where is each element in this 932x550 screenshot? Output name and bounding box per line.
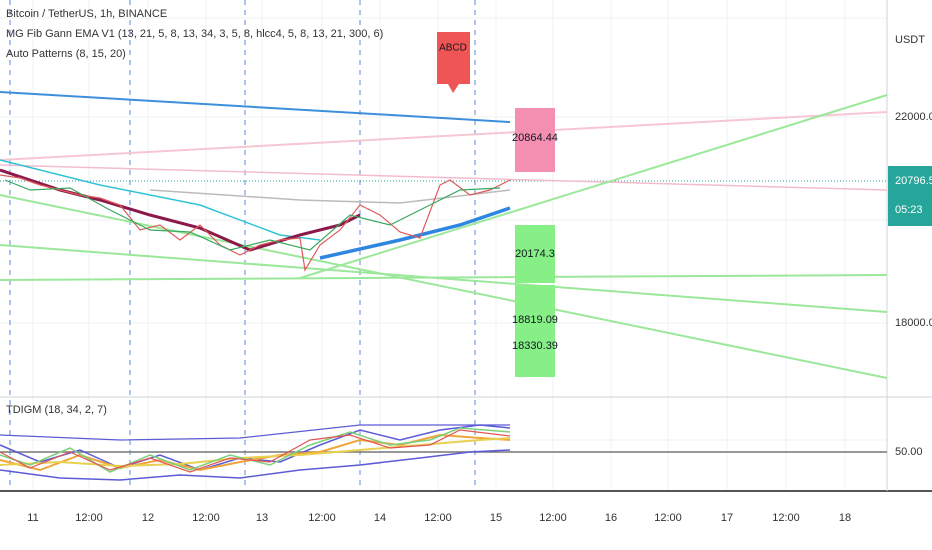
indicator-legend: Auto Patterns (8, 15, 20) xyxy=(6,48,126,60)
indicator-legend: MG Fib Gann EMA V1 (13, 21, 5, 8, 13, 34… xyxy=(6,28,383,40)
countdown: 05:23 xyxy=(895,204,923,216)
ema-line xyxy=(319,206,511,260)
time-label: 12:00 xyxy=(539,512,567,524)
pattern-label: ABCD xyxy=(439,43,467,54)
last-price: 20796.56 xyxy=(895,175,932,187)
trend-line xyxy=(299,94,888,279)
price-axis-label: 18000.00 xyxy=(895,317,932,329)
price-tag xyxy=(515,225,555,283)
trend-line xyxy=(0,274,888,281)
time-label: 15 xyxy=(490,512,502,524)
drawing-layer xyxy=(0,91,888,481)
oscillator-axis-label: 50.00 xyxy=(895,446,923,458)
last-price-tag xyxy=(888,166,932,226)
trend-line xyxy=(0,91,511,123)
time-label: 12:00 xyxy=(308,512,336,524)
oscillator-line xyxy=(0,424,511,471)
price-tag xyxy=(515,285,555,377)
oscillator-line xyxy=(0,429,511,473)
oscillator-legend: TDIGM (18, 34, 2, 7) xyxy=(6,404,107,416)
time-label: 18 xyxy=(839,512,851,524)
time-label: 16 xyxy=(605,512,617,524)
time-label: 12:00 xyxy=(654,512,682,524)
price-label: 18330.39 xyxy=(512,340,558,352)
price-label: 18819.09 xyxy=(512,314,558,326)
currency-label: USDT xyxy=(895,34,925,46)
time-label: 12:00 xyxy=(192,512,220,524)
oscillator-line xyxy=(0,437,511,468)
price-label: 20174.3 xyxy=(515,248,555,260)
background-layer xyxy=(0,0,932,492)
time-label: 12 xyxy=(142,512,154,524)
trend-line xyxy=(0,164,888,191)
time-label: 12:00 xyxy=(75,512,103,524)
time-label: 11 xyxy=(27,512,38,524)
time-label: 12:00 xyxy=(424,512,452,524)
time-axis: 11 12:00 12 12:00 13 12:00 14 12:00 15 12:00 16 12:… xyxy=(27,512,851,524)
price-tag xyxy=(515,108,555,172)
price-path xyxy=(0,174,511,272)
trend-line xyxy=(0,194,888,379)
trend-line xyxy=(0,111,888,161)
pattern-tag-pointer xyxy=(448,84,459,93)
symbol-title: Bitcoin / TetherUS, 1h, BINANCE xyxy=(6,8,167,20)
price-axis-label: 22000.00 xyxy=(895,111,932,123)
time-label: 12:00 xyxy=(772,512,800,524)
price-label: 20864.44 xyxy=(512,132,558,144)
time-label: 14 xyxy=(374,512,386,524)
oscillator-line xyxy=(0,424,510,441)
ema-line xyxy=(149,189,511,204)
oscillator-line xyxy=(0,427,511,473)
time-label: 13 xyxy=(256,512,268,524)
pattern-tag xyxy=(437,32,470,84)
oscillator-line xyxy=(0,449,511,481)
price-path xyxy=(4,179,501,251)
time-label: 17 xyxy=(721,512,733,524)
